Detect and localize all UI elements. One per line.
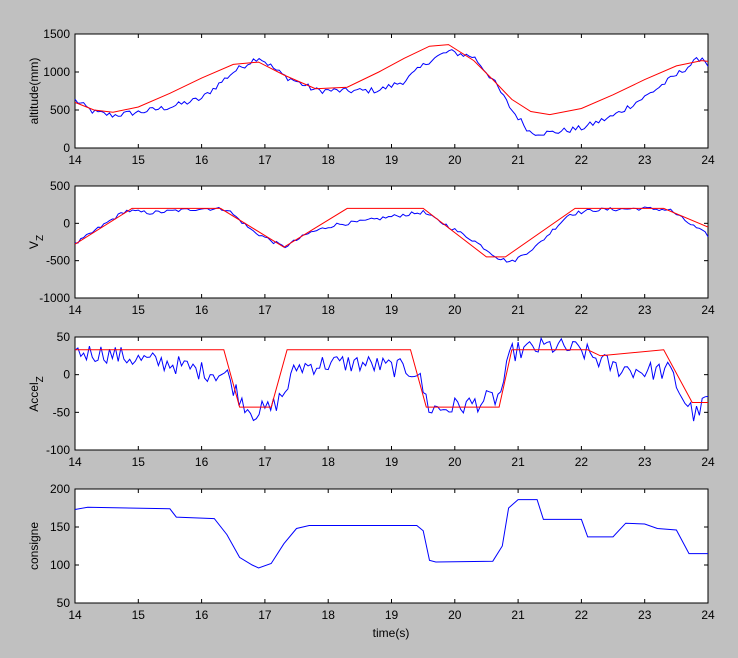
x-tick-label: 16 xyxy=(195,153,209,167)
y-tick-label: -500 xyxy=(46,254,70,268)
axes-background xyxy=(74,336,709,451)
y-axis-label: VZ xyxy=(27,235,46,249)
y-tick-label: -1000 xyxy=(39,291,70,305)
x-tick-label: 20 xyxy=(448,608,462,622)
x-tick-label: 19 xyxy=(385,608,399,622)
y-axis-label: AccelZ xyxy=(27,376,46,411)
y-tick-label: 0 xyxy=(63,368,70,382)
x-tick-label: 14 xyxy=(68,455,82,469)
y-tick-label: 50 xyxy=(57,330,71,344)
x-tick-label: 16 xyxy=(195,455,209,469)
y-tick-label: 150 xyxy=(50,520,70,534)
x-tick-label: 15 xyxy=(132,455,146,469)
plot-lines xyxy=(74,499,708,569)
x-tick-label: 20 xyxy=(448,455,462,469)
series-line-2 xyxy=(74,44,709,116)
x-tick-label: 23 xyxy=(638,455,652,469)
y-tick-label: 1000 xyxy=(43,65,70,79)
x-tick-label: 15 xyxy=(132,608,146,622)
axes-background xyxy=(74,33,709,149)
x-tick-label: 15 xyxy=(132,303,146,317)
x-tick-label: 20 xyxy=(448,303,462,317)
y-axis-label-subscript: Z xyxy=(35,376,46,382)
x-tick-label: 17 xyxy=(258,608,272,622)
y-tick-label: 0 xyxy=(63,216,70,230)
x-tick-label: 21 xyxy=(511,303,525,317)
x-tick-label: 19 xyxy=(385,455,399,469)
x-tick-label: 22 xyxy=(575,153,589,167)
y-axis-label-main: Accel xyxy=(27,382,41,411)
y-tick-label: 500 xyxy=(50,103,70,117)
series-line-1 xyxy=(74,499,708,569)
y-axis-label-subscript: Z xyxy=(35,235,46,241)
series-line-1 xyxy=(74,49,709,136)
x-tick-label: 23 xyxy=(638,608,652,622)
x-tick-label: 17 xyxy=(258,153,272,167)
y-tick-label: 200 xyxy=(50,482,70,496)
x-tick-label: 18 xyxy=(322,153,336,167)
x-tick-label: 19 xyxy=(385,303,399,317)
x-tick-label: 17 xyxy=(258,455,272,469)
y-axis-label-main: V xyxy=(27,241,41,249)
x-tick-label: 18 xyxy=(322,455,336,469)
x-tick-label: 20 xyxy=(448,153,462,167)
y-tick-label: 100 xyxy=(50,558,70,572)
y-tick-label: 1500 xyxy=(43,27,70,41)
x-tick-label: 24 xyxy=(701,303,715,317)
subplot-vz: 14 15 16 17 18 19 20 21 22 23 24 -1000 -500 0 500 VZ xyxy=(27,179,715,317)
x-tick-label: 14 xyxy=(68,608,82,622)
x-tick-label: 24 xyxy=(701,608,715,622)
series-line-2 xyxy=(75,349,708,408)
x-tick-label: 24 xyxy=(701,455,715,469)
plot-lines xyxy=(74,44,709,136)
plot-lines xyxy=(74,206,709,263)
x-tick-label: 18 xyxy=(322,608,336,622)
y-axis-label: altitude(mm) xyxy=(27,58,41,125)
x-tick-label: 24 xyxy=(701,153,715,167)
x-tick-label: 22 xyxy=(575,608,589,622)
x-tick-label: 15 xyxy=(132,153,146,167)
subplot-consigne: 14 15 16 17 18 19 20 21 22 23 24 50 100 150 200 consig… xyxy=(27,482,715,622)
axes-background xyxy=(74,185,709,299)
axis-ticks: 14 15 16 17 18 19 20 21 22 23 24 50 100 150 200 xyxy=(50,482,715,622)
x-tick-label: 23 xyxy=(638,153,652,167)
x-tick-label: 21 xyxy=(511,608,525,622)
y-tick-label: 50 xyxy=(57,596,71,610)
axis-ticks: 14 15 16 17 18 19 20 21 22 23 24 -1000 -500 0 500 xyxy=(39,179,715,317)
y-tick-label: -50 xyxy=(53,405,71,419)
subplot-altitude: 14 15 16 17 18 19 20 21 22 23 24 0 500 1000 1500 altit… xyxy=(27,27,715,167)
x-tick-label: 17 xyxy=(258,303,272,317)
x-tick-label: 14 xyxy=(68,153,82,167)
axis-ticks: 14 15 16 17 18 19 20 21 22 23 24 -100 -50 0 50 xyxy=(46,330,715,469)
y-tick-label: -100 xyxy=(46,443,70,457)
x-tick-label: 22 xyxy=(575,303,589,317)
x-tick-label: 19 xyxy=(385,153,399,167)
x-tick-label: 23 xyxy=(638,303,652,317)
axis-ticks: 14 15 16 17 18 19 20 21 22 23 24 0 500 1000 1500 xyxy=(43,27,715,167)
y-tick-label: 0 xyxy=(63,141,70,155)
x-tick-label: 16 xyxy=(195,608,209,622)
x-tick-label: 18 xyxy=(322,303,336,317)
x-tick-label: 22 xyxy=(575,455,589,469)
x-axis-label: time(s) xyxy=(373,626,410,640)
y-tick-label: 500 xyxy=(50,179,70,193)
x-tick-label: 21 xyxy=(511,153,525,167)
plot-lines xyxy=(74,336,709,422)
x-tick-label: 14 xyxy=(68,303,82,317)
series-line-1 xyxy=(74,336,709,422)
subplot-accelz: 14 15 16 17 18 19 20 21 22 23 24 -100 -50 0 50 AccelZ xyxy=(27,330,715,469)
y-axis-label: consigne xyxy=(27,522,41,570)
series-line-2 xyxy=(74,207,709,258)
x-tick-label: 16 xyxy=(195,303,209,317)
x-tick-label: 21 xyxy=(511,455,525,469)
axes-background xyxy=(74,488,709,604)
